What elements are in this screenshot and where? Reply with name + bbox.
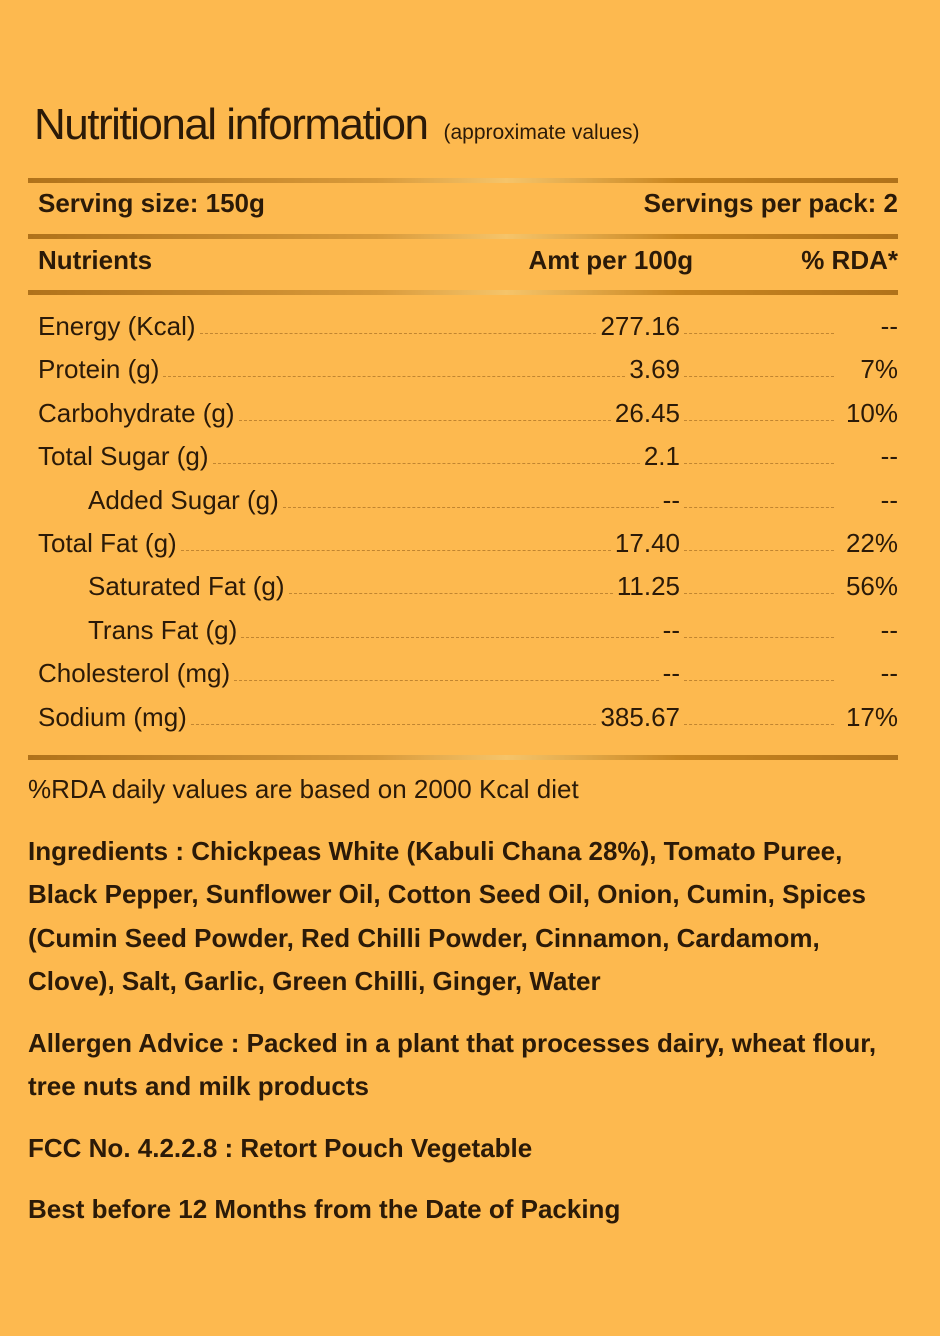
fcc-number: FCC No. 4.2.2.8 : Retort Pouch Vegetable bbox=[28, 1127, 908, 1171]
nutrient-name: Total Sugar (g) bbox=[38, 441, 209, 472]
nutrient-name: Cholesterol (mg) bbox=[38, 658, 231, 689]
leader-dots bbox=[684, 333, 834, 334]
page-title: Nutritional information bbox=[34, 100, 429, 149]
nutrient-row: Carbohydrate (g) 26.45 10% bbox=[38, 389, 898, 429]
nutrient-amount: 11.25 bbox=[616, 571, 680, 602]
leader-dots bbox=[212, 463, 640, 465]
fcc-text: Retort Pouch Vegetable bbox=[240, 1132, 533, 1163]
divider bbox=[28, 234, 898, 239]
table-header: Nutrients Amt per 100g % RDA* bbox=[38, 245, 898, 276]
nutrient-row: Cholesterol (mg) -- -- bbox=[38, 649, 898, 689]
nutrient-name: Carbohydrate (g) bbox=[38, 397, 235, 428]
nutrient-amount: -- bbox=[662, 658, 680, 689]
leader-dots bbox=[684, 636, 834, 638]
leader-dots bbox=[199, 333, 597, 334]
leader-dots bbox=[234, 680, 659, 682]
leader-dots bbox=[190, 723, 597, 725]
leader-dots bbox=[684, 550, 834, 551]
nutrient-name: Added Sugar (g) bbox=[88, 484, 279, 515]
nutrient-amount: 385.67 bbox=[600, 701, 680, 732]
nutrient-rda: -- bbox=[880, 614, 898, 645]
leader-dots bbox=[684, 376, 834, 378]
leader-dots bbox=[684, 419, 834, 421]
leader-dots bbox=[684, 506, 834, 508]
divider bbox=[28, 178, 898, 183]
allergen-text: Packed in a plant that processes dairy, … bbox=[28, 1027, 877, 1102]
nutrient-row: Added Sugar (g) -- -- bbox=[38, 476, 898, 516]
nutrient-rda: -- bbox=[880, 441, 898, 472]
nutrient-rda: 56% bbox=[845, 571, 898, 602]
column-rda: % RDA* bbox=[801, 245, 898, 275]
ingredients: Ingredients : Chickpeas White (Kabuli Ch… bbox=[28, 830, 908, 1004]
nutrient-name: Trans Fat (g) bbox=[88, 614, 238, 645]
serving-size: Serving size: 150g bbox=[38, 188, 265, 218]
divider bbox=[28, 290, 898, 295]
nutrient-amount: 2.1 bbox=[643, 441, 680, 472]
nutrient-row: Saturated Fat (g) 11.25 56% bbox=[38, 562, 898, 602]
leader-dots bbox=[238, 419, 611, 421]
nutrient-row: Sodium (mg) 385.67 17% bbox=[38, 693, 898, 733]
footer-text: %RDA daily values are based on 2000 Kcal… bbox=[28, 768, 908, 1250]
fcc-label: FCC No. 4.2.2.8 : bbox=[28, 1132, 241, 1163]
nutrient-name: Total Fat (g) bbox=[38, 528, 177, 558]
nutrient-name: Protein (g) bbox=[38, 354, 160, 385]
nutrient-amount: 277.16 bbox=[600, 311, 680, 341]
nutrient-rda: 22% bbox=[845, 528, 898, 558]
allergen-advice: Allergen Advice : Packed in a plant that… bbox=[28, 1022, 908, 1109]
nutrient-name: Sodium (mg) bbox=[38, 701, 187, 732]
page-subtitle: (approximate values) bbox=[443, 121, 640, 144]
nutrient-name: Saturated Fat (g) bbox=[88, 571, 285, 602]
ingredients-text: Chickpeas White (Kabuli Chana 28%), Toma… bbox=[28, 835, 866, 997]
nutrient-rda: -- bbox=[880, 484, 898, 515]
nutrient-name: Energy (Kcal) bbox=[38, 311, 196, 341]
allergen-label: Allergen Advice : bbox=[28, 1027, 247, 1058]
nutrient-row: Protein (g) 3.69 7% bbox=[38, 345, 898, 385]
leader-dots bbox=[684, 593, 834, 595]
servings-per-pack: Servings per pack: 2 bbox=[643, 188, 898, 218]
nutrient-row: Energy (Kcal) 277.16 -- bbox=[38, 302, 898, 342]
nutrient-amount: -- bbox=[662, 614, 680, 645]
nutrient-rda: 17% bbox=[845, 701, 898, 732]
leader-dots bbox=[684, 463, 834, 465]
nutrient-rda: -- bbox=[880, 658, 898, 689]
nutrient-rda: 10% bbox=[845, 397, 898, 428]
divider bbox=[28, 755, 898, 760]
leader-dots bbox=[288, 593, 613, 595]
nutrient-rda: -- bbox=[880, 311, 898, 341]
best-before: Best before 12 Months from the Date of P… bbox=[28, 1194, 621, 1224]
nutrient-rda: 7% bbox=[860, 354, 898, 385]
leader-dots bbox=[180, 550, 611, 551]
nutrient-amount: 3.69 bbox=[629, 354, 680, 385]
nutrient-amount: 17.40 bbox=[614, 528, 680, 558]
nutrient-row: Total Fat (g) 17.40 22% bbox=[38, 519, 898, 559]
leader-dots bbox=[241, 636, 659, 638]
nutrient-row: Total Sugar (g) 2.1 -- bbox=[38, 432, 898, 472]
serving-info: Serving size: 150g Servings per pack: 2 bbox=[38, 188, 898, 219]
rda-note: %RDA daily values are based on 2000 Kcal… bbox=[28, 774, 579, 804]
nutrient-amount: 26.45 bbox=[614, 397, 680, 428]
ingredients-label: Ingredients : bbox=[28, 835, 192, 866]
column-amount: Amt per 100g bbox=[528, 245, 694, 275]
leader-dots bbox=[684, 680, 834, 682]
nutrient-row: Trans Fat (g) -- -- bbox=[38, 606, 898, 646]
leader-dots bbox=[282, 506, 659, 508]
nutrient-amount: -- bbox=[662, 484, 680, 515]
leader-dots bbox=[684, 723, 834, 725]
title-block: Nutritional information (approximate valu… bbox=[34, 100, 640, 150]
column-nutrients: Nutrients bbox=[38, 245, 153, 275]
leader-dots bbox=[163, 376, 626, 378]
